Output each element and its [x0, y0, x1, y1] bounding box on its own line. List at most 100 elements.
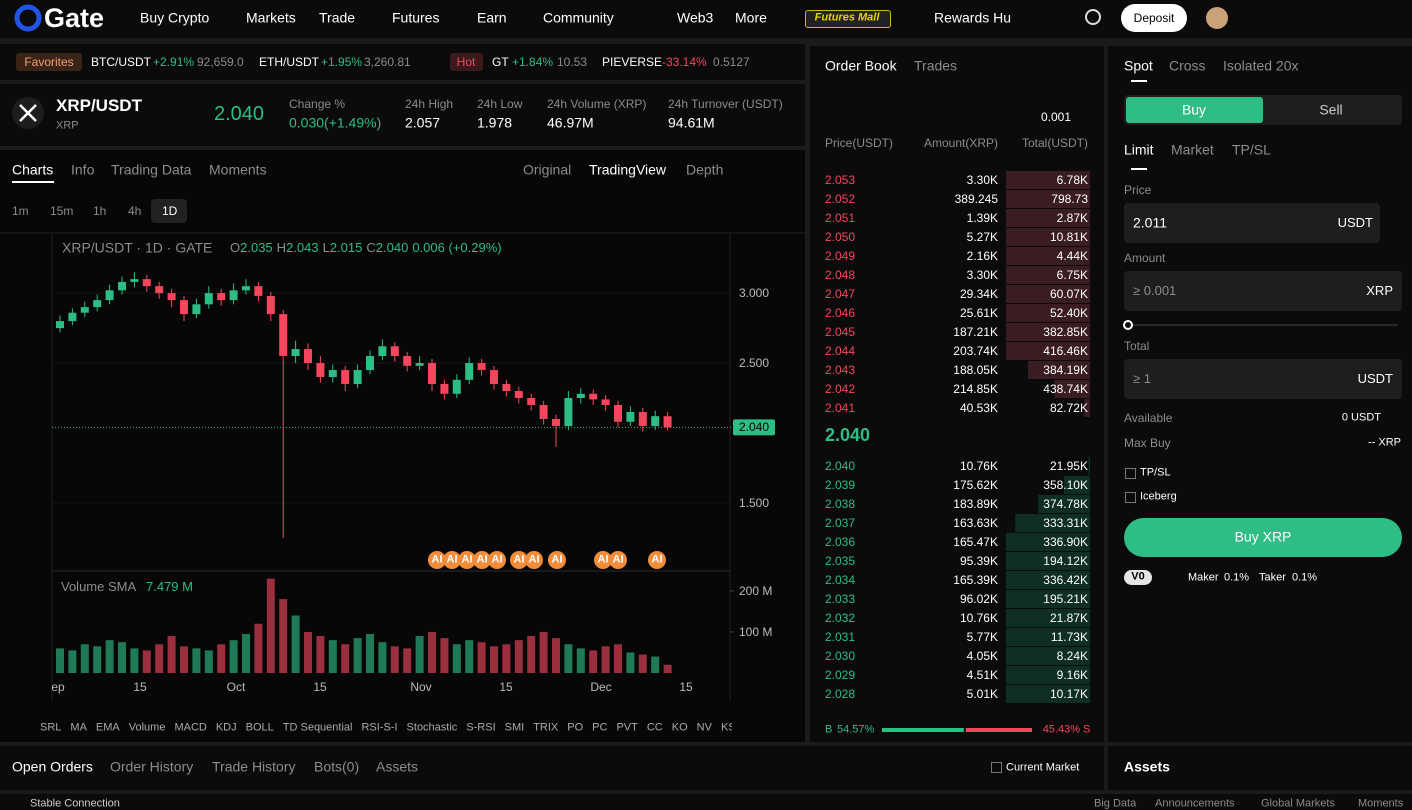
hot[interactable]: Hot — [456, 54, 476, 69]
deposit-label[interactable]: Deposit — [1133, 10, 1175, 25]
interval[interactable]: 1h — [93, 203, 107, 218]
deposit-button[interactable] — [1121, 4, 1187, 32]
interval[interactable]: 1m — [12, 203, 29, 218]
status-link[interactable]: Big Data — [1094, 797, 1137, 810]
ai-badge-label[interactable]: AI — [461, 553, 473, 566]
pair[interactable]: XRP/USDT — [56, 95, 142, 115]
status-link[interactable]: Global Markets — [1261, 797, 1335, 810]
slider-knob[interactable] — [1123, 320, 1133, 330]
indicator[interactable]: CC — [646, 721, 663, 734]
total-placeholder[interactable]: ≥ 1 — [1133, 371, 1151, 387]
tpsl-option[interactable]: TP/SL — [1140, 466, 1171, 479]
buy-button-label[interactable]: Buy XRP — [1234, 528, 1292, 545]
status-link[interactable]: Moments — [1358, 797, 1404, 810]
indicator[interactable]: KST — [720, 721, 732, 734]
margin-mode[interactable]: Isolated 20x — [1223, 57, 1299, 74]
indicator[interactable]: KDJ — [215, 721, 237, 734]
order-type[interactable]: Market — [1171, 141, 1214, 158]
nav-item[interactable]: Buy Crypto — [140, 9, 210, 26]
indicator[interactable]: SMI — [504, 721, 525, 734]
interval[interactable]: 4h — [128, 203, 142, 218]
price-value[interactable]: 2.011 — [1133, 214, 1167, 231]
indicator[interactable]: SRL — [40, 721, 62, 734]
futures-mall[interactable]: Futures Mall — [814, 11, 880, 24]
indicator[interactable]: TD Sequential — [282, 721, 353, 734]
current-market[interactable]: Current Market — [1006, 761, 1080, 774]
nav-item[interactable]: Futures — [392, 9, 440, 26]
ticker-pair[interactable]: BTC/USDT — [91, 54, 151, 69]
view-tab[interactable]: Original — [523, 161, 572, 178]
nav-item[interactable]: Earn — [477, 9, 507, 26]
ai-badge-label[interactable]: AI — [651, 553, 663, 566]
indicator[interactable]: MA — [70, 721, 87, 734]
chart-tab[interactable]: Info — [71, 161, 95, 178]
order-type[interactable]: Limit — [1124, 141, 1154, 158]
indicator[interactable]: MACD — [174, 721, 207, 734]
indicator[interactable]: Stochastic — [406, 721, 458, 734]
indicator[interactable]: PC — [592, 721, 608, 734]
iceberg-option[interactable]: Iceberg — [1140, 490, 1177, 503]
indicator[interactable]: PVT — [616, 721, 638, 734]
nav-item[interactable]: Markets — [246, 9, 296, 26]
ai-badge-label[interactable]: AI — [491, 553, 503, 566]
chart-tab[interactable]: Moments — [209, 161, 267, 178]
indicator[interactable]: RSI-S-I — [361, 721, 398, 734]
price-input[interactable] — [1124, 203, 1380, 243]
total-input[interactable] — [1124, 359, 1402, 399]
buy-tab-label[interactable]: Buy — [1181, 101, 1207, 118]
nav-item[interactable]: More — [735, 9, 767, 26]
nav-item[interactable]: Web3 — [677, 9, 714, 26]
ai-badge-label[interactable]: AI — [446, 553, 458, 566]
orders-tab[interactable]: Order History — [110, 758, 194, 775]
ticker-pair[interactable]: PIEVERSE — [602, 54, 663, 69]
chart-tab[interactable]: Trading Data — [111, 161, 192, 178]
book-tab[interactable]: Order Book — [825, 57, 897, 74]
ai-badge-label[interactable]: AI — [612, 553, 624, 566]
amount-placeholder[interactable]: ≥ 0.001 — [1133, 283, 1177, 299]
avatar[interactable] — [1206, 7, 1228, 29]
tpsl-checkbox[interactable] — [1125, 468, 1136, 479]
view-tab[interactable]: TradingView — [589, 161, 667, 178]
iceberg-checkbox[interactable] — [1125, 492, 1136, 503]
orders-tab[interactable]: Open Orders — [12, 758, 93, 775]
status-link[interactable]: Announcements — [1155, 797, 1235, 810]
margin-mode[interactable]: Spot — [1124, 57, 1153, 74]
futures-mall-badge[interactable] — [805, 10, 891, 28]
current-market-checkbox[interactable] — [991, 762, 1002, 773]
interval[interactable]: 1D — [162, 203, 178, 218]
buy-button[interactable] — [1124, 518, 1402, 557]
amount-input[interactable] — [1124, 271, 1402, 311]
ai-badge-label[interactable]: AI — [528, 553, 540, 566]
nav-item[interactable]: Rewards Hu — [934, 9, 1012, 26]
favorites[interactable]: Favorites — [24, 54, 74, 69]
view-tab[interactable]: Depth — [686, 161, 724, 178]
indicator[interactable]: NV — [696, 721, 712, 734]
indicator[interactable]: BOLL — [245, 721, 274, 734]
nav-item[interactable]: Community — [543, 9, 614, 26]
ai-badge-label[interactable]: AI — [551, 553, 563, 566]
indicator[interactable]: PO — [567, 721, 584, 734]
orders-tab[interactable]: Assets — [376, 758, 419, 775]
order-type[interactable]: TP/SL — [1232, 141, 1271, 158]
indicator[interactable]: Volume — [128, 721, 166, 734]
nav-item[interactable]: Trade — [319, 9, 356, 26]
margin-mode[interactable]: Cross — [1169, 57, 1206, 74]
book-tab[interactable]: Trades — [914, 57, 958, 74]
ai-badge-label[interactable]: AI — [431, 553, 443, 566]
ai-badge-label[interactable]: AI — [513, 553, 525, 566]
ticker-pair[interactable]: ETH/USDT — [259, 54, 319, 69]
interval[interactable]: 15m — [50, 203, 74, 218]
indicator[interactable]: S-RSI — [466, 721, 496, 734]
indicator[interactable]: EMA — [95, 721, 120, 734]
indicator[interactable]: KO — [671, 721, 688, 734]
ai-badge-label[interactable]: AI — [476, 553, 488, 566]
sell-tab-label[interactable]: Sell — [1319, 101, 1343, 118]
logo[interactable]: Gate — [44, 2, 105, 33]
search-icon[interactable] — [1085, 9, 1101, 25]
ticker-pair[interactable]: GT — [492, 54, 509, 69]
buy-tab[interactable] — [1126, 97, 1263, 123]
orders-tab[interactable]: Bots(0) — [314, 758, 360, 775]
orders-tab[interactable]: Trade History — [212, 758, 296, 775]
indicator[interactable]: TRIX — [533, 721, 559, 734]
chart-tab[interactable]: Charts — [12, 161, 54, 178]
